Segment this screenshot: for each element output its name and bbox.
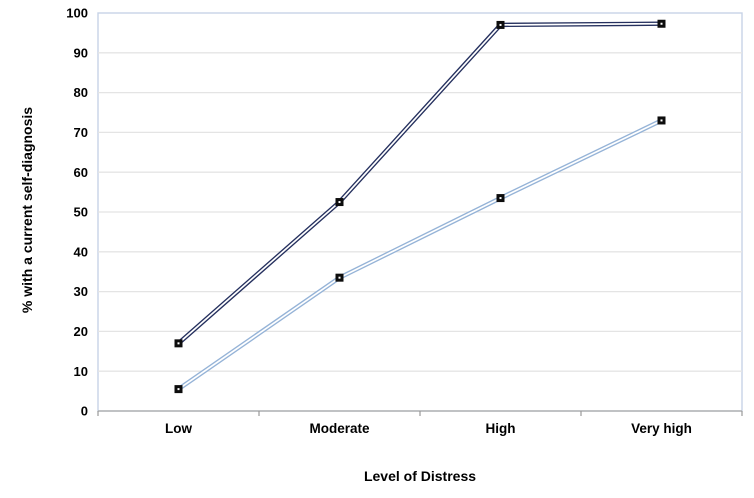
- x-category-label: Very high: [631, 421, 692, 436]
- data-point-marker-dot: [338, 201, 341, 204]
- data-point-marker-dot: [499, 197, 502, 200]
- x-category-label: Moderate: [309, 421, 370, 436]
- x-category-label: High: [486, 421, 516, 436]
- y-tick-label: 100: [66, 6, 88, 21]
- data-point-marker-dot: [177, 388, 180, 391]
- y-tick-label: 70: [74, 125, 88, 140]
- data-point-marker-dot: [338, 276, 341, 279]
- light-blue-line: [176, 118, 664, 392]
- data-point-marker-dot: [177, 342, 180, 345]
- data-point-marker-dot: [499, 23, 502, 26]
- y-axis-title: % with a current self-diagnosis: [19, 106, 35, 314]
- y-tick-label: 20: [74, 324, 88, 339]
- data-point-marker-dot: [660, 22, 663, 25]
- y-tick-label: 50: [74, 205, 88, 220]
- y-tick-label: 60: [74, 165, 88, 180]
- x-axis-title: Level of Distress: [363, 468, 477, 484]
- dark-navy-line: [176, 21, 664, 346]
- y-tick-label: 0: [81, 404, 88, 419]
- data-point-marker-dot: [660, 119, 663, 122]
- y-tick-label: 30: [74, 284, 88, 299]
- y-tick-label: 80: [74, 85, 88, 100]
- y-tick-label: 10: [74, 364, 88, 379]
- dark-navy-line-inner: [177, 22, 663, 345]
- light-blue-line-inner: [177, 119, 663, 390]
- y-tick-label: 40: [74, 244, 88, 259]
- y-tick-label: 90: [74, 45, 88, 60]
- x-category-label: Low: [165, 421, 192, 436]
